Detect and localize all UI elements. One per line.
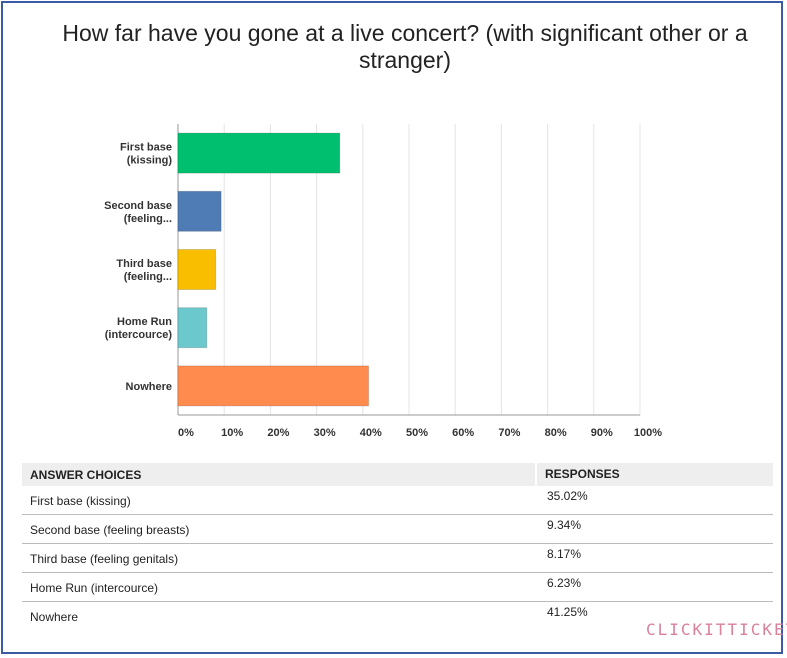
table-row: Nowhere 41.25% <box>22 602 773 630</box>
response-value: 35.02% <box>547 489 588 503</box>
answer-choice: Second base (feeling breasts) <box>30 523 190 537</box>
x-tick-label: 90% <box>591 427 613 439</box>
responses-table: ANSWER CHOICES RESPONSES First base (kis… <box>22 463 773 630</box>
response-value: 6.23% <box>547 576 582 590</box>
watermark-logo: CLICKITTICKET <box>646 620 787 639</box>
answer-choice: Nowhere <box>30 610 79 624</box>
x-tick-label: 60% <box>452 427 474 439</box>
header-answer-choices: ANSWER CHOICES <box>30 467 142 482</box>
x-tick-label: 30% <box>314 427 336 439</box>
x-tick-label: 40% <box>360 427 382 439</box>
x-tick-label: 0% <box>178 427 194 439</box>
answer-choice: Home Run (intercource) <box>30 581 159 595</box>
answer-choice: First base (kissing) <box>30 494 131 508</box>
table-header: ANSWER CHOICES RESPONSES <box>22 463 773 486</box>
x-tick-label: 20% <box>267 427 289 439</box>
bar <box>177 190 222 232</box>
x-tick-label: 80% <box>545 427 567 439</box>
table-row: Third base (feeling genitals) 8.17% <box>22 544 773 573</box>
chart-title: How far have you gone at a live concert?… <box>62 20 748 73</box>
table-row: Second base (feeling breasts) 9.34% <box>22 515 773 544</box>
response-value: 41.25% <box>547 605 588 619</box>
category-label: Home Run (intercource) <box>105 316 173 341</box>
bar <box>177 365 370 407</box>
bar-chart: 0% 10% 20% 30% 40% 50% 60% 70% 80% 90% 100% First b… <box>104 124 662 439</box>
response-value: 8.17% <box>547 547 582 561</box>
bar <box>177 132 341 174</box>
table-row: Home Run (intercource) 6.23% <box>22 573 773 602</box>
category-label: First base (kissing) <box>120 142 172 167</box>
x-tick-label: 50% <box>406 427 428 439</box>
x-tick-label: 70% <box>498 427 520 439</box>
header-responses: RESPONSES <box>535 463 773 486</box>
bar <box>177 249 217 290</box>
x-tick-label: 10% <box>221 427 243 439</box>
category-label: Nowhere <box>126 381 172 393</box>
bar <box>177 307 208 349</box>
response-value: 9.34% <box>547 518 582 532</box>
category-label: Second base (feeling... <box>104 200 172 225</box>
category-label: Third base (feeling... <box>116 258 172 283</box>
x-tick-label: 100% <box>634 427 662 439</box>
answer-choice: Third base (feeling genitals) <box>30 552 179 566</box>
table-row: First base (kissing) 35.02% <box>22 486 773 515</box>
